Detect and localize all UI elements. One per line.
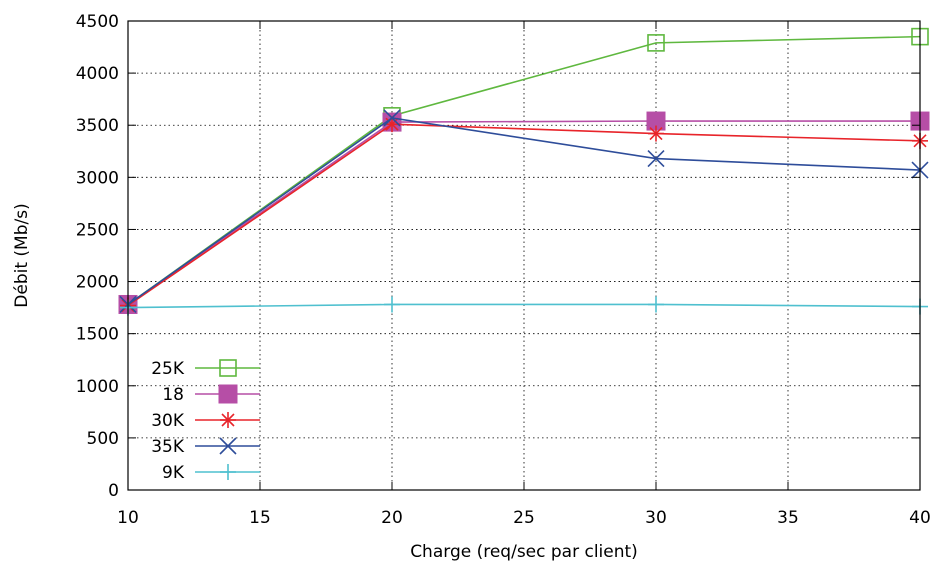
axes: 0 500 1000 1500 2000 2500 3000 3500 4000 4500 10 15…	[76, 12, 931, 528]
y-tick-label: 1000	[76, 377, 119, 397]
legend-marker	[220, 464, 236, 480]
legend-item: 18	[162, 384, 260, 405]
x-axis-label: Charge (req/sec par client)	[410, 542, 638, 562]
legend-marker	[218, 384, 238, 404]
y-axis-label: Débit (Mb/s)	[12, 203, 32, 307]
series-line	[127, 303, 921, 309]
legend-label: 9K	[162, 463, 185, 483]
y-tick-label: 4000	[76, 64, 119, 84]
legend-marker	[219, 437, 237, 455]
legend-item: 25K	[151, 359, 260, 379]
legend-item: 30K	[151, 411, 260, 431]
x-tick-label: 20	[381, 508, 403, 528]
y-tick-label: 4500	[76, 12, 119, 32]
x-tick-label: 35	[777, 508, 799, 528]
x-tick-label: 40	[909, 508, 931, 528]
legend-label: 35K	[151, 437, 185, 457]
data-point	[648, 296, 664, 313]
x-tick-label: 15	[249, 508, 271, 528]
x-tick-label: 10	[117, 508, 139, 528]
grid	[128, 21, 920, 490]
legend-item: 35K	[151, 437, 260, 457]
y-tick-label: 3500	[76, 116, 119, 136]
data-point	[647, 34, 665, 52]
legend-item: 9K	[162, 463, 260, 483]
legend-label: 25K	[151, 359, 185, 379]
data-point	[647, 150, 665, 168]
legend-marker	[220, 412, 236, 428]
series-line	[127, 35, 921, 306]
y-tick-label: 3000	[76, 168, 119, 188]
legend-label: 30K	[151, 411, 185, 431]
series-line	[127, 120, 920, 306]
series-line	[127, 117, 921, 306]
y-tick-label: 2000	[76, 273, 119, 293]
legend-marker	[219, 359, 237, 377]
data-point	[648, 125, 664, 142]
series-9k	[120, 296, 928, 316]
legend-label: 18	[162, 385, 184, 405]
y-tick-label: 500	[87, 429, 119, 449]
y-tick-label: 0	[108, 481, 119, 501]
data-point	[383, 109, 401, 127]
data-point	[384, 296, 400, 313]
y-tick-label: 2500	[76, 220, 119, 240]
y-tick-label: 1500	[76, 325, 119, 345]
x-tick-label: 25	[513, 508, 535, 528]
legend: 25K 18 30K 35K 9K	[151, 359, 260, 483]
x-tick-label: 30	[645, 508, 667, 528]
series-line	[127, 123, 921, 307]
